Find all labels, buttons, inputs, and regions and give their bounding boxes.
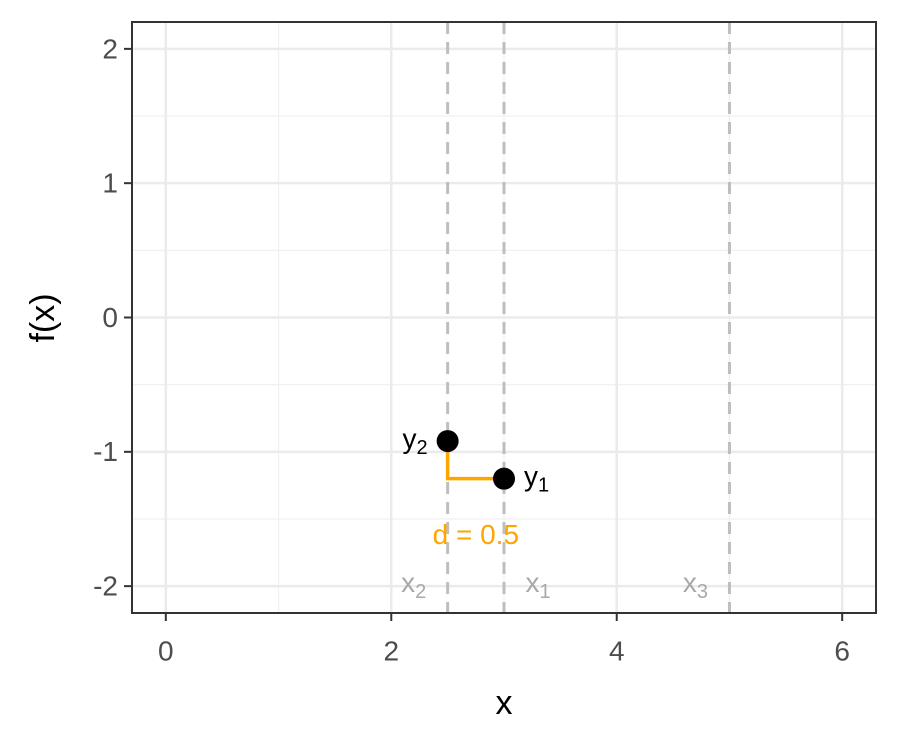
distance-connector — [445, 441, 504, 481]
label-sub: 2 — [415, 581, 426, 603]
label-name: y — [524, 461, 538, 492]
y-axis-label: f(x) — [24, 293, 62, 342]
point — [436, 430, 459, 453]
x-axis-label: x — [496, 684, 513, 722]
distance-label: d = 0.5 — [433, 519, 519, 550]
point-label: y1 — [524, 461, 549, 497]
label-sub: 1 — [539, 581, 550, 603]
point — [493, 467, 515, 490]
point-label: y2 — [403, 423, 428, 459]
y-tick-label: -1 — [93, 436, 118, 467]
x-tick-label: 4 — [609, 635, 625, 666]
y-tick-label: -2 — [93, 571, 118, 602]
panel-border — [131, 21, 877, 614]
label-sub: 3 — [697, 581, 708, 603]
x-tick-label: 0 — [158, 635, 174, 666]
x-tick-label: 2 — [383, 635, 399, 666]
y-tick-label: 2 — [102, 33, 118, 64]
label-sub: 2 — [417, 437, 428, 459]
label-name: x — [683, 567, 697, 598]
reference-label: x3 — [683, 567, 708, 603]
label-name: x — [401, 567, 415, 598]
y-tick-label: 0 — [102, 302, 118, 333]
x-tick-label: 6 — [834, 635, 850, 666]
y-tick-label: 1 — [102, 168, 118, 199]
reference-label: x1 — [525, 567, 550, 603]
label-name: y — [403, 423, 417, 454]
label-sub: 1 — [538, 475, 549, 497]
reference-label: x2 — [401, 567, 426, 603]
label-name: x — [525, 567, 539, 598]
